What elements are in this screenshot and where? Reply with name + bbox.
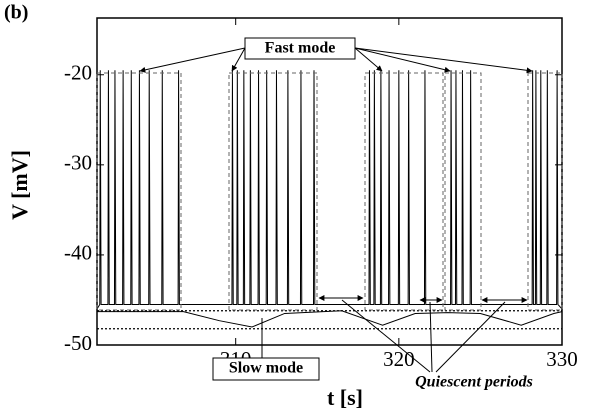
- y-tick-label: -50: [64, 331, 92, 355]
- x-tick-label: 320: [383, 347, 415, 371]
- burst-box: [96, 72, 182, 311]
- plot-area: 310320330-20-30-40-50: [64, 17, 578, 371]
- annotation: Slow mode: [229, 360, 303, 377]
- x-axis-label: t [s]: [327, 385, 363, 410]
- x-tick-label: 330: [546, 347, 578, 371]
- trace: [96, 70, 563, 310]
- arrow: [231, 47, 246, 72]
- burst-box: [228, 72, 318, 311]
- panel-label: (b): [4, 2, 28, 24]
- annotation: Quiescent periods: [415, 374, 533, 391]
- annotation: Fast mode: [265, 40, 336, 57]
- burst-box: [444, 72, 482, 311]
- y-tick-label: -20: [64, 61, 92, 85]
- annotation-box: [212, 357, 320, 381]
- burst-box: [527, 72, 563, 311]
- trace: [97, 310, 563, 328]
- annotation-box: [244, 37, 356, 60]
- arrow: [435, 301, 506, 373]
- arrow: [429, 301, 433, 373]
- y-axis-label: V [mV]: [7, 150, 32, 220]
- burst-boxes: [96, 72, 563, 311]
- arrow: [354, 47, 383, 72]
- arrow: [341, 299, 431, 373]
- plot-frame: [96, 17, 563, 346]
- annotation-arrows: [139, 47, 533, 373]
- y-tick-label: -40: [64, 241, 92, 265]
- arrow: [354, 47, 451, 73]
- burst-box: [364, 72, 444, 311]
- arrow: [354, 47, 533, 74]
- arrow: [139, 47, 246, 73]
- y-tick-label: -30: [64, 151, 92, 175]
